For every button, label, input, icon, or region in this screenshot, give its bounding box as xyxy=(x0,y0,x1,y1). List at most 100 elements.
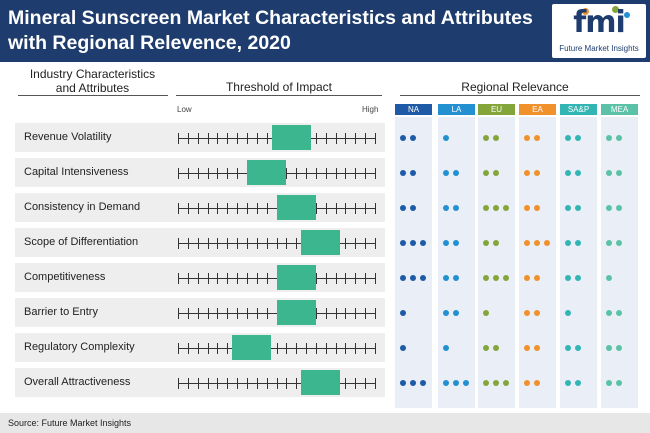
region-header-sap: SA&P xyxy=(560,104,597,115)
relevance-dot xyxy=(410,205,416,211)
scale-tick xyxy=(316,273,317,284)
relevance-dot xyxy=(524,275,530,281)
relevance-dot xyxy=(524,170,530,176)
scale-tick xyxy=(227,343,228,354)
relevance-dot xyxy=(410,380,416,386)
scale-tick xyxy=(336,203,337,214)
scale-tick xyxy=(198,378,199,389)
relevance-dot xyxy=(483,205,489,211)
scale-tick xyxy=(365,203,366,214)
region-column-eu xyxy=(478,117,515,408)
scale-tick xyxy=(188,343,189,354)
scale-tick xyxy=(188,203,189,214)
scale-tick xyxy=(257,308,258,319)
relevance-dot xyxy=(616,380,622,386)
attribute-label: Consistency in Demand xyxy=(24,201,141,213)
scale-tick xyxy=(267,273,268,284)
scale-tick xyxy=(217,203,218,214)
relevance-dot xyxy=(606,380,612,386)
scale-tick xyxy=(355,168,356,179)
relevance-dot xyxy=(606,275,612,281)
scale-tick xyxy=(178,168,179,179)
scale-tick xyxy=(316,133,317,144)
logo-mark: fmi xyxy=(573,5,626,40)
scale-tick xyxy=(247,273,248,284)
impact-bar xyxy=(301,370,340,395)
scale-tick xyxy=(198,133,199,144)
attribute-label: Revenue Volatility xyxy=(24,131,112,143)
relevance-dot xyxy=(483,135,489,141)
scale-tick xyxy=(208,238,209,249)
scale-axis-line xyxy=(178,243,375,244)
scale-tick xyxy=(345,133,346,144)
relevance-dot xyxy=(420,380,426,386)
scale-tick xyxy=(375,168,376,179)
relevance-dot xyxy=(453,310,459,316)
scale-tick xyxy=(178,343,179,354)
relevance-dot xyxy=(483,170,489,176)
scale-axis-line xyxy=(178,383,375,384)
scale-tick xyxy=(178,238,179,249)
scale-tick xyxy=(188,238,189,249)
scale-tick xyxy=(178,378,179,389)
scale-tick xyxy=(345,308,346,319)
scale-tick xyxy=(198,203,199,214)
scale-tick xyxy=(178,308,179,319)
scale-tick xyxy=(257,378,258,389)
scale-tick xyxy=(326,168,327,179)
scale-tick xyxy=(227,168,228,179)
scale-tick xyxy=(375,378,376,389)
scale-tick xyxy=(217,308,218,319)
scale-tick xyxy=(178,133,179,144)
scale-tick xyxy=(375,273,376,284)
scale-tick xyxy=(247,308,248,319)
scale-tick xyxy=(198,308,199,319)
scale-tick xyxy=(208,203,209,214)
scale-tick xyxy=(286,238,287,249)
scale-tick xyxy=(267,238,268,249)
attribute-row-bg xyxy=(15,298,385,327)
scale-tick xyxy=(217,238,218,249)
scale-tick xyxy=(375,308,376,319)
relevance-dot xyxy=(443,275,449,281)
relevance-dot xyxy=(400,275,406,281)
relevance-dot xyxy=(575,135,581,141)
relevance-dot xyxy=(463,380,469,386)
relevance-dot xyxy=(534,240,540,246)
scale-axis-line xyxy=(178,348,375,349)
relevance-dot xyxy=(483,380,489,386)
scale-tick xyxy=(247,203,248,214)
relevance-dot xyxy=(483,275,489,281)
relevance-dot xyxy=(443,345,449,351)
scale-tick xyxy=(375,133,376,144)
attribute-label: Overall Attractiveness xyxy=(24,376,131,388)
relevance-dot xyxy=(410,240,416,246)
region-column-ea xyxy=(519,117,556,408)
relevance-dot xyxy=(443,135,449,141)
attribute-label: Scope of Differentiation xyxy=(24,236,139,248)
attribute-label: Competitiveness xyxy=(24,271,106,283)
relevance-dot xyxy=(420,275,426,281)
scale-tick xyxy=(345,273,346,284)
scale-tick xyxy=(355,308,356,319)
attribute-label: Barrier to Entry xyxy=(24,306,98,318)
relevance-dot xyxy=(565,380,571,386)
impact-bar xyxy=(277,195,316,220)
relevance-dot xyxy=(565,135,571,141)
scale-tick xyxy=(375,343,376,354)
scale-tick xyxy=(237,133,238,144)
relevance-dot xyxy=(410,135,416,141)
scale-tick xyxy=(208,168,209,179)
relevance-dot xyxy=(453,380,459,386)
scale-tick xyxy=(257,133,258,144)
region-header-eu: EU xyxy=(478,104,515,115)
relevance-dot xyxy=(524,380,530,386)
scale-low-label: Low xyxy=(177,105,192,114)
relevance-dot xyxy=(616,240,622,246)
scale-tick xyxy=(336,343,337,354)
relevance-dot xyxy=(565,205,571,211)
relevance-dot xyxy=(453,275,459,281)
relevance-dot xyxy=(453,240,459,246)
scale-tick xyxy=(227,203,228,214)
scale-tick xyxy=(306,168,307,179)
